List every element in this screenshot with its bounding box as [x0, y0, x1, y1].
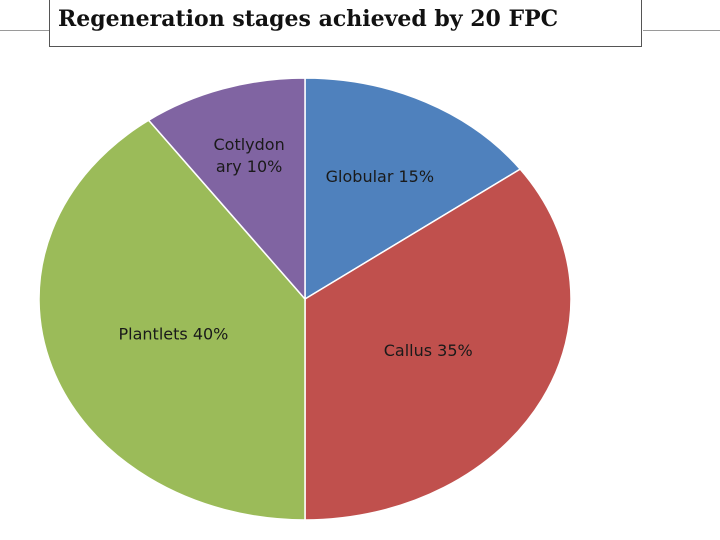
pie-slice-cotlydonary [147, 77, 306, 301]
slice-label-cotlydonary: Cotlydon ary 10% [213, 135, 284, 176]
header-rule-right [643, 30, 720, 31]
slice-label-plantlets: Plantlets 40% [119, 325, 229, 344]
pie-slice-globular [304, 77, 522, 301]
slice-label-globular: Globular 15% [326, 167, 434, 186]
pie-slice-plantlets [38, 119, 306, 521]
pie-slices [38, 77, 572, 521]
page-title: Regeneration stages achieved by 20 FPC [58, 6, 559, 32]
header-rule-left [0, 30, 49, 31]
pie-labels: Globular 15% Callus 35% Plantlets 40% Cotly… [119, 135, 473, 360]
title-box: Regeneration stages achieved by 20 FPC [49, 0, 642, 47]
pie-slice-callus [304, 168, 572, 521]
slice-label-callus: Callus 35% [384, 341, 473, 360]
